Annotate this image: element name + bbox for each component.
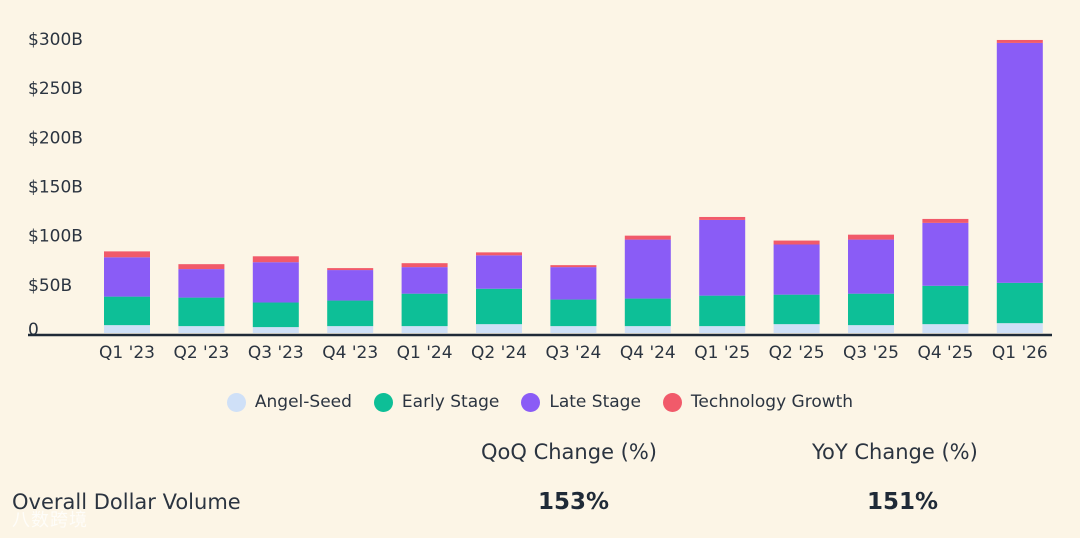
x-tick-label: Q2 '23 xyxy=(173,343,229,363)
y-tick-label: $200B xyxy=(28,128,83,148)
bar-segment-angel-seed[interactable] xyxy=(624,326,671,333)
stacked-bar-chart: $300B $250B $200B $150B $100B $50B 0 Q1 '23 Q2 '… xyxy=(28,30,1052,363)
bar-segment-early-stage[interactable] xyxy=(178,297,225,327)
bar-segment-technology-growth[interactable] xyxy=(848,234,894,240)
legend-label-early-stage: Early Stage xyxy=(401,392,500,412)
legend-swatch-late-stage xyxy=(521,392,541,412)
legend-item-late-stage[interactable]: Late Stage xyxy=(521,392,641,412)
x-tick-label: Q1 '26 xyxy=(992,343,1048,363)
yoy-change-value: 151% xyxy=(867,489,939,515)
x-tick-label: Q2 '24 xyxy=(471,343,527,363)
qoq-change-header: QoQ Change (%) xyxy=(481,440,657,464)
bar-segment-late-stage[interactable] xyxy=(252,262,299,303)
bar-segment-early-stage[interactable] xyxy=(327,300,374,327)
bar-segment-angel-seed[interactable] xyxy=(104,325,150,333)
bar-segment-angel-seed[interactable] xyxy=(476,324,522,333)
bar-segment-late-stage[interactable] xyxy=(699,219,746,296)
bar-segment-late-stage[interactable] xyxy=(401,267,448,294)
y-tick-label: $300B xyxy=(28,30,83,50)
bar-segment-late-stage[interactable] xyxy=(922,222,969,286)
y-tick-label: $250B xyxy=(28,79,83,99)
legend-item-technology-growth[interactable]: Technology Growth xyxy=(662,392,854,412)
bar-segment-angel-seed[interactable] xyxy=(178,326,225,333)
bar-segment-late-stage[interactable] xyxy=(773,244,820,295)
x-tick-label: Q4 '24 xyxy=(620,343,676,363)
bar-segment-early-stage[interactable] xyxy=(996,282,1043,324)
bar-segment-early-stage[interactable] xyxy=(624,298,671,327)
bar-segment-early-stage[interactable] xyxy=(401,293,448,327)
x-tick-label: Q3 '25 xyxy=(843,343,899,363)
bar-segment-angel-seed[interactable] xyxy=(922,324,969,333)
bar-segment-technology-growth[interactable] xyxy=(996,39,1043,43)
bar-segment-early-stage[interactable] xyxy=(773,294,820,325)
legend-swatch-technology-growth xyxy=(662,392,682,412)
legend-item-angel-seed[interactable]: Angel-Seed xyxy=(226,392,352,412)
bar-segment-late-stage[interactable] xyxy=(104,257,150,297)
bar-segment-late-stage[interactable] xyxy=(178,269,225,298)
bar-segment-early-stage[interactable] xyxy=(550,299,597,327)
bar-segment-technology-growth[interactable] xyxy=(327,268,374,271)
qoq-change-value: 153% xyxy=(538,489,610,515)
chart-legend: Angel-Seed Early Stage Late Stage Techno… xyxy=(0,392,1080,412)
x-tick-label: Q1 '23 xyxy=(99,343,155,363)
bar-segment-late-stage[interactable] xyxy=(550,267,597,300)
bar-segment-early-stage[interactable] xyxy=(476,288,522,325)
bar-segment-technology-growth[interactable] xyxy=(624,235,671,240)
bar-segment-technology-growth[interactable] xyxy=(550,265,597,268)
bar-segment-early-stage[interactable] xyxy=(104,296,150,326)
bar-segment-late-stage[interactable] xyxy=(996,42,1043,283)
x-tick-label: Q1 '25 xyxy=(694,343,750,363)
bar-segment-angel-seed[interactable] xyxy=(773,324,820,333)
bar-segment-angel-seed[interactable] xyxy=(848,325,894,333)
bar-segment-late-stage[interactable] xyxy=(327,270,374,301)
legend-item-early-stage[interactable]: Early Stage xyxy=(373,392,500,412)
bar-segment-technology-growth[interactable] xyxy=(773,240,820,245)
legend-swatch-early-stage xyxy=(373,392,393,412)
legend-swatch-angel-seed xyxy=(226,392,246,412)
bar-segment-angel-seed[interactable] xyxy=(252,327,299,333)
legend-label-angel-seed: Angel-Seed xyxy=(254,392,352,412)
y-tick-label: $50B xyxy=(28,276,72,296)
bar-segment-technology-growth[interactable] xyxy=(401,263,448,268)
bar-segment-angel-seed[interactable] xyxy=(327,326,374,333)
watermark: 八数跨境 xyxy=(12,510,88,531)
x-tick-label: Q3 '23 xyxy=(248,343,304,363)
bar-segment-late-stage[interactable] xyxy=(624,239,671,299)
legend-label-late-stage: Late Stage xyxy=(549,392,641,412)
bar-segment-angel-seed[interactable] xyxy=(996,323,1043,333)
bar-segment-angel-seed[interactable] xyxy=(699,326,746,333)
x-tick-label: Q3 '24 xyxy=(545,343,601,363)
bar-segment-early-stage[interactable] xyxy=(922,285,969,325)
bar-segment-technology-growth[interactable] xyxy=(104,251,150,258)
bar-segment-technology-growth[interactable] xyxy=(922,218,969,223)
y-tick-label: $150B xyxy=(28,178,83,198)
y-tick-label: 0 xyxy=(28,320,39,340)
y-tick-label: $100B xyxy=(28,227,83,247)
x-tick-label: Q4 '23 xyxy=(322,343,378,363)
legend-label-technology-growth: Technology Growth xyxy=(690,392,854,412)
bar-segment-late-stage[interactable] xyxy=(848,239,894,294)
bar-segment-early-stage[interactable] xyxy=(848,293,894,326)
bar-segment-early-stage[interactable] xyxy=(699,295,746,327)
bar-segment-technology-growth[interactable] xyxy=(476,252,522,256)
x-tick-label: Q2 '25 xyxy=(769,343,825,363)
bar-segment-angel-seed[interactable] xyxy=(550,326,597,333)
bar-segment-technology-growth[interactable] xyxy=(178,264,225,270)
x-tick-label: Q4 '25 xyxy=(917,343,973,363)
yoy-change-header: YoY Change (%) xyxy=(812,440,978,464)
bar-segment-technology-growth[interactable] xyxy=(699,216,746,220)
bar-segment-early-stage[interactable] xyxy=(252,302,299,328)
x-tick-label: Q1 '24 xyxy=(397,343,453,363)
bar-segment-technology-growth[interactable] xyxy=(252,256,299,263)
bar-segment-angel-seed[interactable] xyxy=(401,326,448,333)
overall-dollar-volume-label: Overall Dollar Volume xyxy=(12,490,241,514)
bar-segment-late-stage[interactable] xyxy=(476,255,522,289)
